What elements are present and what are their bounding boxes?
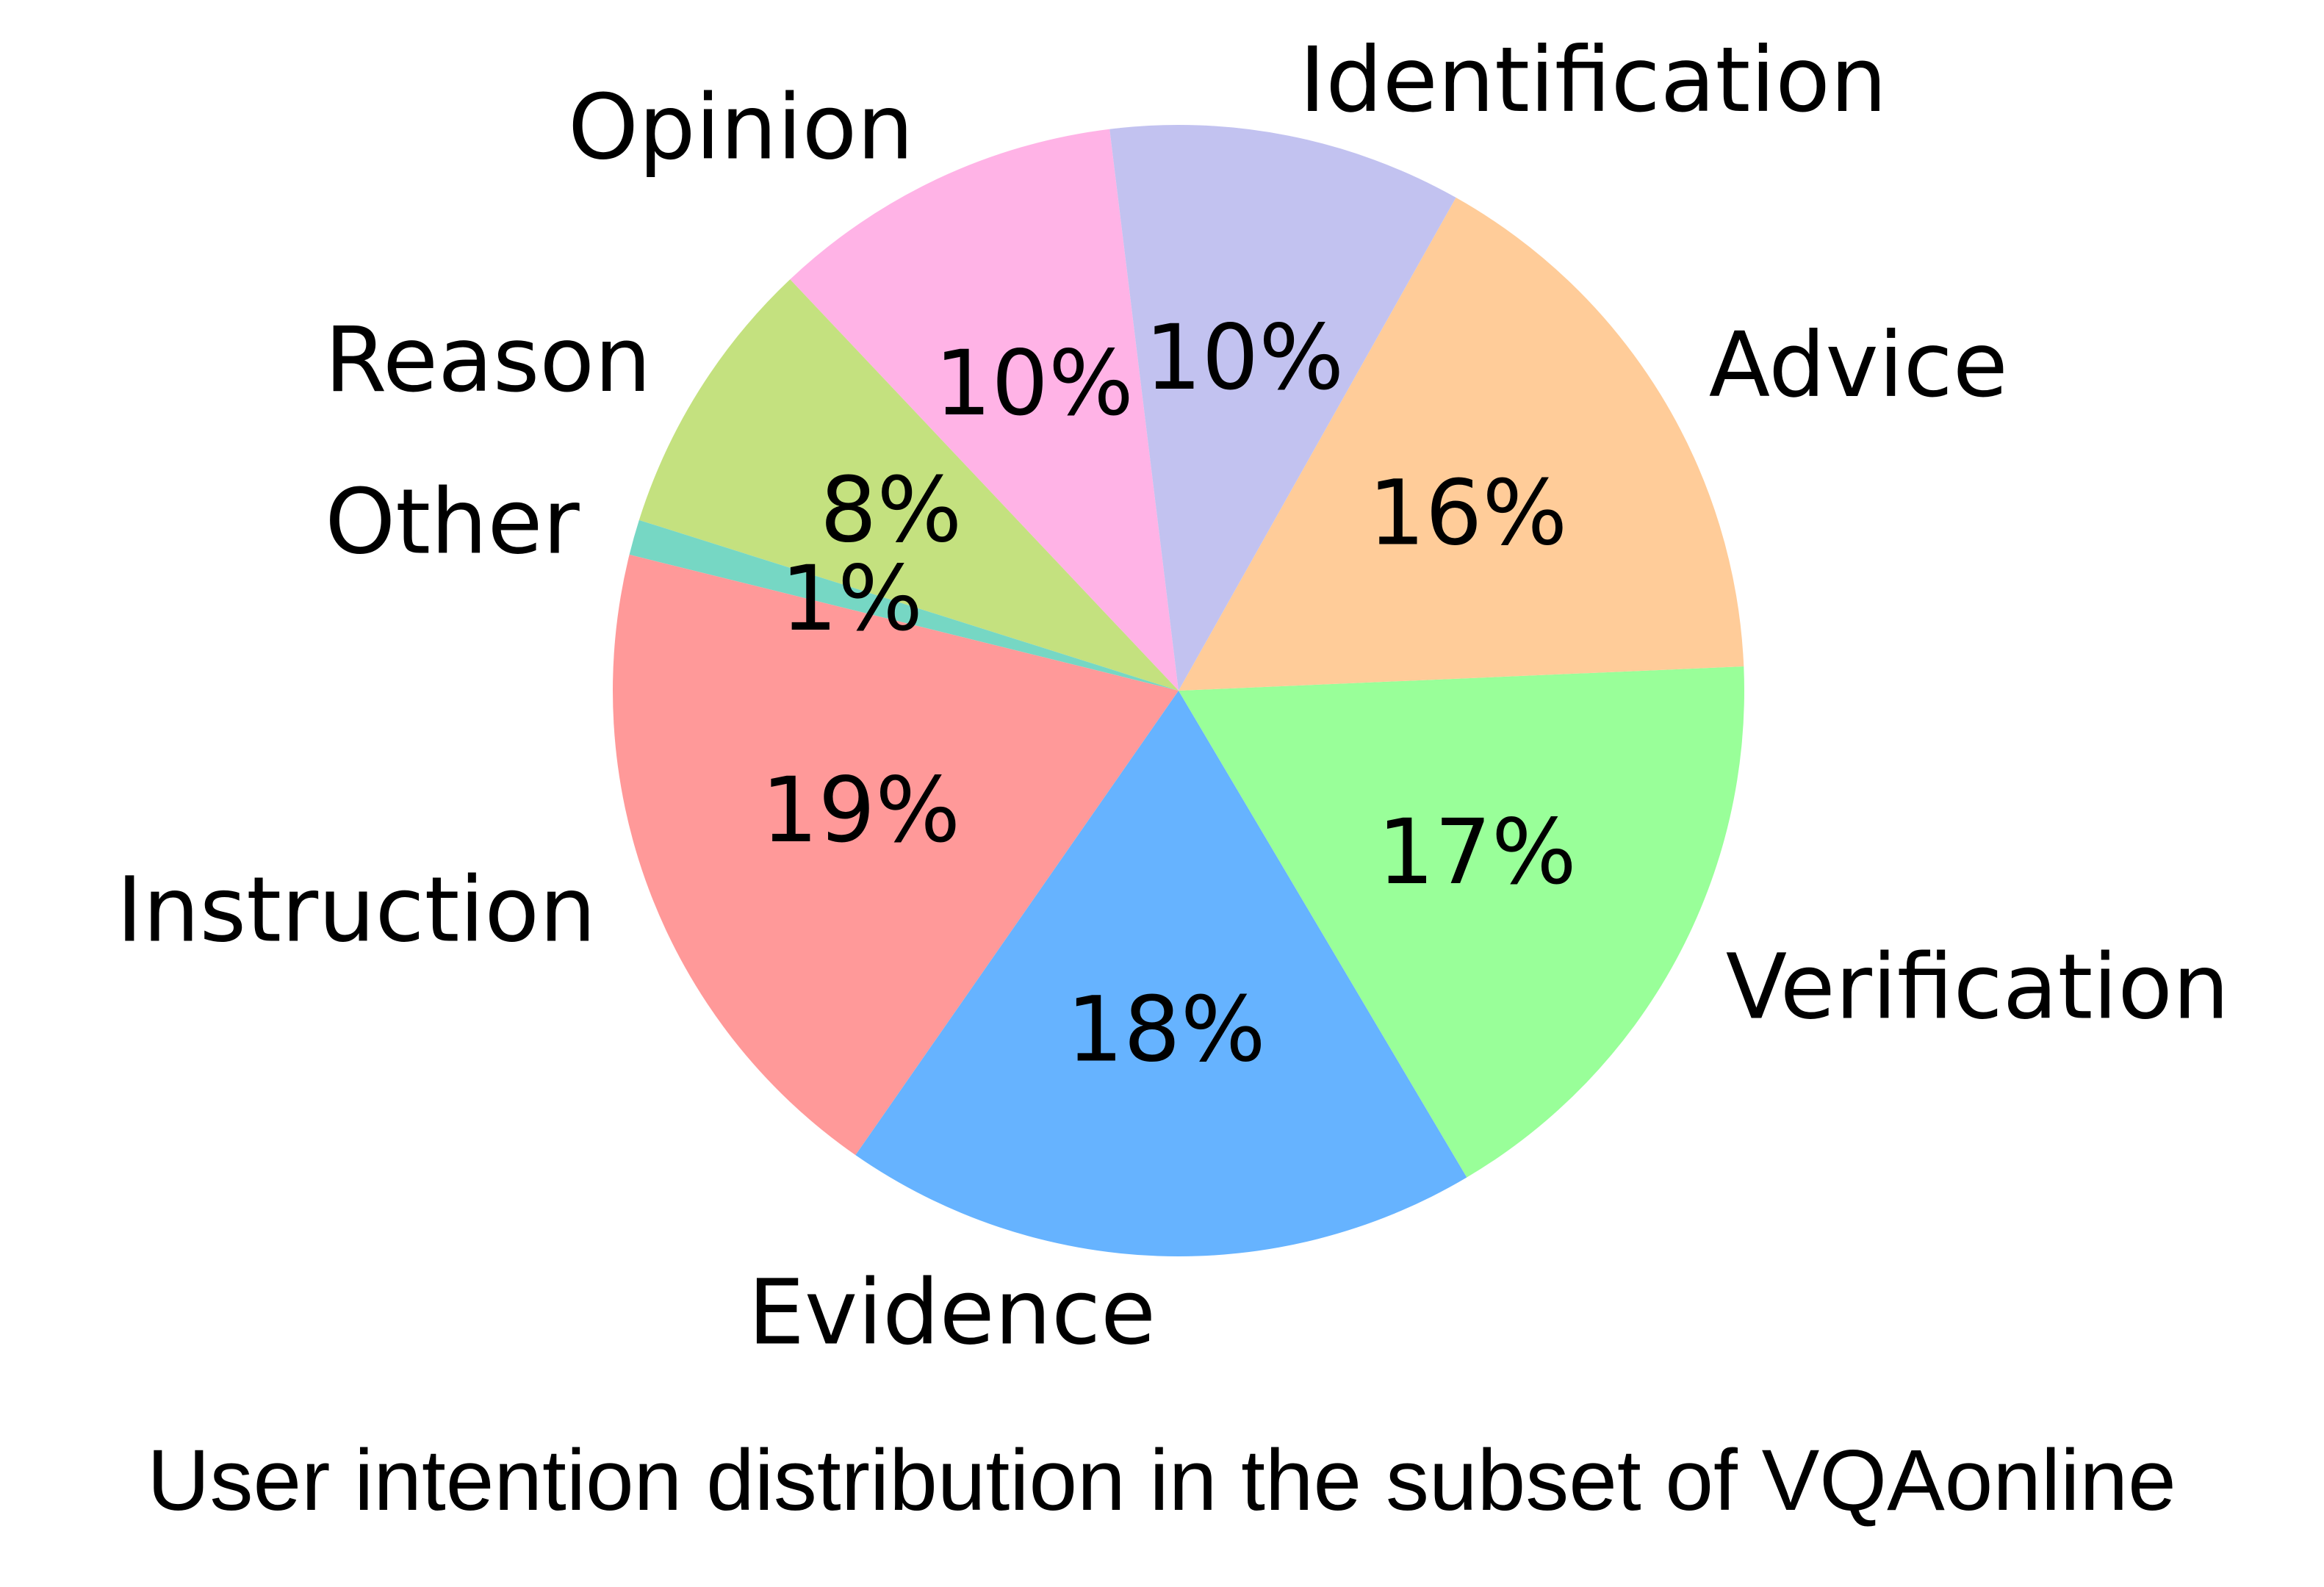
pie-slice-verification (1179, 666, 1744, 1178)
pct-label-verification: 17% (1378, 800, 1577, 904)
pct-label-identification: 10% (1145, 306, 1344, 410)
pct-label-reason: 8% (820, 458, 963, 563)
slice-label-evidence: Evidence (748, 1260, 1156, 1364)
slice-label-other: Other (325, 469, 580, 574)
pie-slice-instruction (613, 554, 1179, 1156)
pct-label-other: 1% (781, 547, 924, 651)
pct-label-opinion: 10% (935, 331, 1134, 436)
slice-label-identification: Identification (1299, 28, 1887, 132)
slice-label-advice: Advice (1709, 313, 2008, 417)
pie-slice-advice (1179, 197, 1744, 691)
pie-slice-identification (1109, 125, 1456, 691)
chart-title: User intention distribution in the subse… (147, 1432, 2176, 1529)
pie-slice-reason (638, 279, 1179, 691)
pie-slice-opinion (790, 129, 1179, 691)
pie-slices (613, 125, 1744, 1256)
slice-label-verification: Verification (1726, 935, 2229, 1040)
pie-slice-other (629, 519, 1179, 691)
pct-label-advice: 16% (1368, 461, 1567, 565)
slice-label-instruction: Instruction (116, 858, 596, 962)
slice-label-opinion: Opinion (568, 76, 914, 180)
pct-label-instruction: 19% (761, 758, 960, 863)
pct-label-evidence: 18% (1067, 978, 1266, 1082)
slice-label-reason: Reason (325, 308, 652, 412)
category-labels: Opinion Reason Other Instruction Evidence Ver… (116, 28, 2229, 1364)
pie-slice-evidence (855, 691, 1467, 1256)
percentage-labels: 10%8%1%19%18%17%16%10% (761, 306, 1577, 1082)
